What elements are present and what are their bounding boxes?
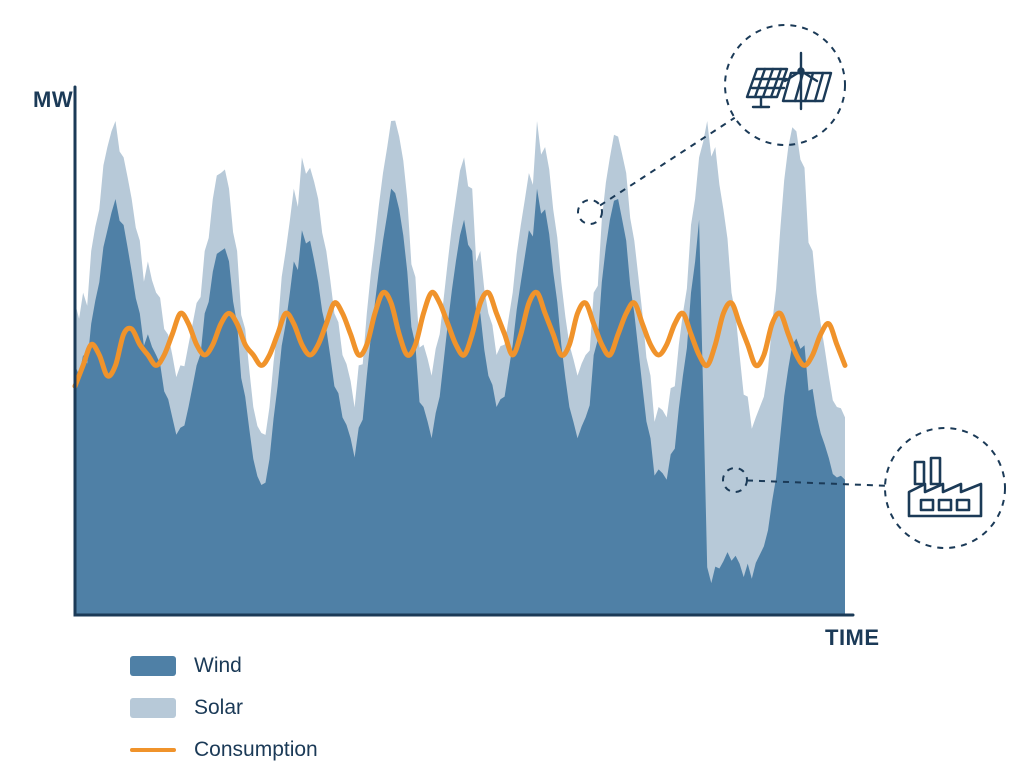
legend-item-consumption: Consumption — [130, 729, 318, 771]
legend-item-wind: Wind — [130, 645, 318, 687]
factory-icon — [909, 458, 981, 516]
legend-line-consumption — [130, 748, 176, 752]
legend-swatch-solar — [130, 698, 176, 718]
legend: Wind Solar Consumption — [130, 645, 318, 771]
factory-callout-circle — [885, 428, 1005, 548]
energy-chart: MW TIME Wind Solar Consumption — [0, 0, 1024, 774]
legend-swatch-wind — [130, 656, 176, 676]
x-axis-label: TIME — [825, 625, 880, 650]
renewables-icon — [747, 53, 831, 109]
legend-label-solar: Solar — [194, 696, 243, 720]
renewables-callout-anchor — [578, 200, 602, 224]
y-axis-label: MW — [33, 87, 73, 112]
legend-item-solar: Solar — [130, 687, 318, 729]
legend-label-wind: Wind — [194, 654, 242, 678]
legend-label-consumption: Consumption — [194, 738, 318, 762]
